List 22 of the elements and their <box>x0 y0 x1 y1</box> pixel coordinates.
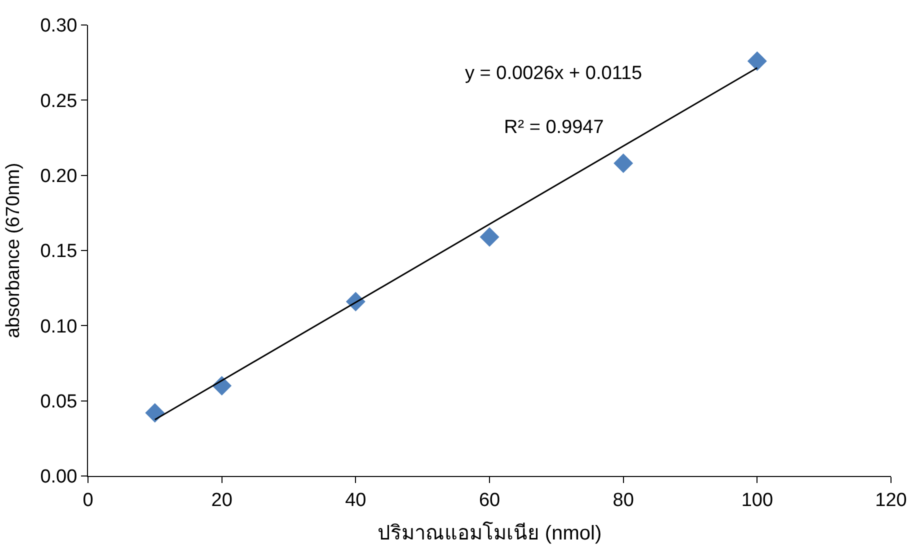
point <box>145 403 165 423</box>
y-axis-title: absorbance (670nm) <box>3 162 24 338</box>
x-tick-label: 80 <box>612 490 634 511</box>
x-tick-label: 0 <box>82 490 94 511</box>
point <box>614 154 634 174</box>
x-axis-title: ปริมาณแอมโมเนีย (nmol) <box>377 521 602 544</box>
x-tick-label: 40 <box>345 490 366 511</box>
x-tick-label: 20 <box>211 490 232 511</box>
annotation: y = 0.0026x + 0.0115 <box>465 63 642 84</box>
y-tick-label: 0.30 <box>40 16 78 37</box>
x-tick-label: 120 <box>875 490 907 511</box>
x-tick-label: 60 <box>478 490 500 511</box>
y-tick-label: 0.20 <box>40 166 78 187</box>
y-tick-label: 0.05 <box>40 391 78 412</box>
y-tick-label: 0.15 <box>40 241 78 262</box>
y-tick-label: 0.25 <box>40 90 78 112</box>
point <box>747 51 767 71</box>
y-tick-label: 0.10 <box>40 316 78 338</box>
annotation: R² = 0.9947 <box>504 117 604 138</box>
x-tick-label: 100 <box>741 490 774 511</box>
point <box>480 227 500 247</box>
y-tick-label: 0.00 <box>40 466 78 488</box>
